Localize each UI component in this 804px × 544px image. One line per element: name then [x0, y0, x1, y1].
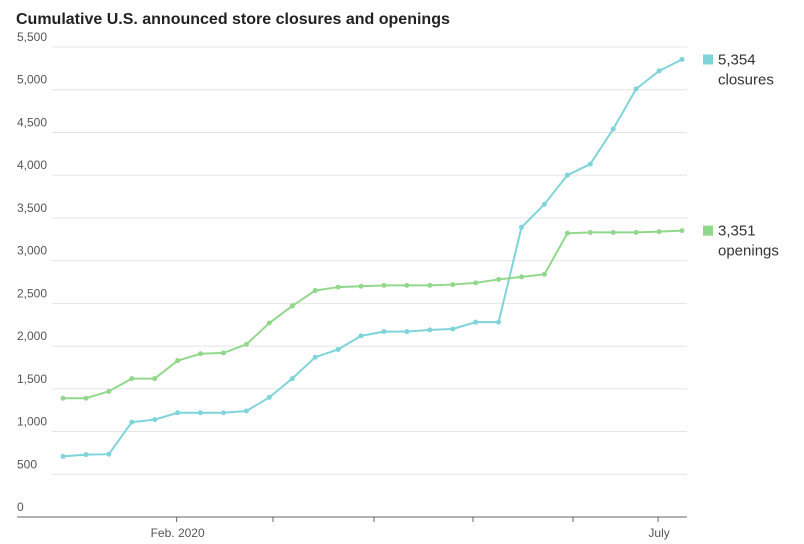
- point: [175, 410, 181, 416]
- legend-swatch: [703, 54, 713, 65]
- point: [198, 410, 204, 416]
- point: [656, 229, 662, 235]
- point: [404, 329, 410, 335]
- y-tick-label: 5,500: [17, 30, 47, 44]
- end-value-label: 5,354: [718, 51, 756, 68]
- point: [427, 282, 433, 288]
- point: [335, 284, 341, 290]
- point: [381, 282, 387, 288]
- y-tick-label: 4,500: [17, 115, 47, 129]
- point: [519, 274, 525, 280]
- point: [427, 327, 433, 333]
- point: [496, 276, 502, 282]
- point: [220, 350, 226, 356]
- point: [312, 288, 318, 294]
- point: [243, 408, 249, 414]
- y-tick-label: 1,500: [17, 372, 47, 386]
- point: [587, 161, 593, 167]
- series-line: [63, 229, 683, 400]
- month-ticks: [272, 517, 574, 522]
- legend-swatch: [703, 225, 713, 236]
- point: [335, 347, 341, 353]
- y-tick-label: 0: [17, 500, 24, 514]
- y-tick-label: 2,000: [17, 329, 47, 343]
- point: [358, 283, 364, 289]
- point: [679, 56, 685, 62]
- point: [519, 224, 525, 230]
- point: [83, 395, 89, 401]
- x-tick-label: Feb. 2020: [151, 526, 205, 540]
- point: [358, 333, 364, 339]
- point: [473, 319, 479, 325]
- point: [450, 326, 456, 332]
- point: [152, 376, 158, 382]
- end-value-label: 3,351: [718, 223, 756, 240]
- point: [679, 228, 685, 234]
- legend-label: closures: [718, 71, 774, 88]
- point: [60, 453, 66, 459]
- point: [381, 329, 387, 335]
- series-line: [62, 58, 683, 458]
- point: [106, 388, 112, 394]
- point: [633, 229, 639, 235]
- point: [129, 376, 135, 382]
- point: [266, 320, 272, 326]
- point: [564, 172, 570, 178]
- y-tick-label: 2,500: [17, 286, 47, 300]
- y-tick-label: 1,000: [17, 415, 47, 429]
- legend-label: openings: [718, 243, 779, 260]
- point: [289, 303, 295, 309]
- point: [610, 229, 616, 235]
- point: [656, 68, 662, 74]
- point: [473, 280, 479, 286]
- x-tick-label: July: [648, 526, 669, 540]
- point: [129, 419, 135, 425]
- point: [83, 452, 89, 458]
- point: [198, 351, 204, 357]
- point: [312, 354, 318, 360]
- point: [564, 230, 570, 236]
- point: [404, 282, 410, 288]
- y-tick-label: 500: [17, 457, 37, 471]
- point: [220, 410, 226, 416]
- point: [243, 341, 249, 347]
- point: [175, 358, 181, 364]
- y-tick-label: 4,000: [17, 158, 47, 172]
- point: [633, 86, 639, 92]
- y-tick-label: 5,000: [17, 73, 47, 87]
- point: [610, 126, 616, 132]
- point: [266, 394, 272, 400]
- point: [450, 282, 456, 288]
- point: [289, 376, 295, 382]
- point: [541, 201, 547, 207]
- y-tick-label: 3,500: [17, 201, 47, 215]
- point: [587, 229, 593, 235]
- chart-title: Cumulative U.S. announced store closures…: [16, 11, 450, 28]
- point: [106, 451, 112, 457]
- point: [60, 395, 66, 401]
- point: [496, 319, 502, 325]
- point: [541, 271, 547, 277]
- point: [152, 417, 158, 423]
- y-tick-label: 3,000: [17, 244, 47, 258]
